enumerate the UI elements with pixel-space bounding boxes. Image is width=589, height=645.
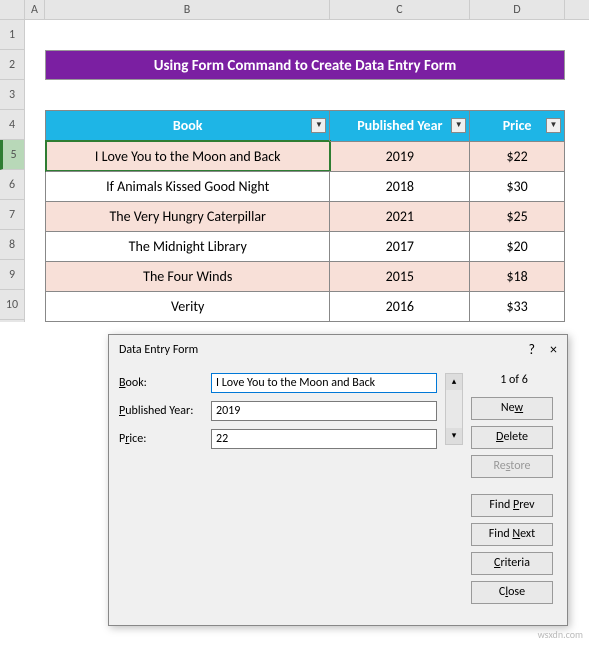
table-row[interactable]: If Animals Kissed Good Night2018$30 xyxy=(46,171,564,201)
table-row[interactable]: The Very Hungry Caterpillar2021$25 xyxy=(46,201,564,231)
corner-cell[interactable] xyxy=(0,0,25,19)
cell-price[interactable]: $30 xyxy=(470,171,564,201)
col-header-b[interactable]: B xyxy=(45,0,330,19)
row-header-8[interactable]: 8 xyxy=(0,230,24,260)
watermark: wsxdn.com xyxy=(538,628,583,641)
th-book[interactable]: Book ▼ xyxy=(46,111,330,141)
dialog-buttons: 1 of 6 New Delete Restore Find Prev Find… xyxy=(471,373,557,610)
row-header-1[interactable]: 1 xyxy=(0,20,24,50)
table-row[interactable]: The Four Winds2015$18 xyxy=(46,261,564,291)
cell-book[interactable]: The Four Winds xyxy=(46,261,330,291)
table-body: I Love You to the Moon and Back2019$22If… xyxy=(46,141,564,321)
cell-book[interactable]: The Midnight Library xyxy=(46,231,330,261)
row-header-4[interactable]: 4 xyxy=(0,110,24,140)
cell-year[interactable]: 2017 xyxy=(330,231,470,261)
label-book: Book: xyxy=(119,376,211,390)
row-header-3[interactable]: 3 xyxy=(0,80,24,110)
input-year[interactable]: 2019 xyxy=(211,401,437,421)
cells-area[interactable]: Using Form Command to Create Data Entry … xyxy=(25,20,589,322)
find-prev-button[interactable]: Find Prev xyxy=(471,494,553,517)
th-book-label: Book xyxy=(173,117,203,134)
help-icon[interactable]: ? xyxy=(529,335,536,365)
cell-book[interactable]: If Animals Kissed Good Night xyxy=(46,171,330,201)
cell-price[interactable]: $20 xyxy=(470,231,564,261)
label-price: Price: xyxy=(119,432,211,446)
input-book[interactable]: I Love You to the Moon and Back xyxy=(211,373,437,393)
delete-button[interactable]: Delete xyxy=(471,426,553,449)
cell-year[interactable]: 2018 xyxy=(330,171,470,201)
column-headers: A B C D xyxy=(0,0,589,20)
row-header-10[interactable]: 10 xyxy=(0,290,24,320)
col-header-c[interactable]: C xyxy=(330,0,470,19)
close-button[interactable]: Close xyxy=(471,581,553,604)
col-header-d[interactable]: D xyxy=(470,0,565,19)
criteria-button[interactable]: Criteria xyxy=(471,552,553,575)
restore-button: Restore xyxy=(471,455,553,478)
th-year[interactable]: Published Year ▼ xyxy=(330,111,470,141)
table-row[interactable]: I Love You to the Moon and Back2019$22 xyxy=(46,141,564,171)
data-entry-form-dialog: Data Entry Form ? × Book: I Love You to … xyxy=(108,334,568,626)
row-header-6[interactable]: 6 xyxy=(0,170,24,200)
dialog-titlebar[interactable]: Data Entry Form ? × xyxy=(109,335,567,365)
new-button[interactable]: New xyxy=(471,397,553,420)
cell-year[interactable]: 2019 xyxy=(330,141,470,171)
cell-price[interactable]: $18 xyxy=(470,261,564,291)
cell-book[interactable]: I Love You to the Moon and Back xyxy=(46,141,330,171)
col-header-a[interactable]: A xyxy=(25,0,45,19)
th-price-label: Price xyxy=(503,117,532,134)
table-header: Book ▼ Published Year ▼ Price ▼ xyxy=(46,111,564,141)
cell-price[interactable]: $33 xyxy=(470,291,564,321)
row-header-7[interactable]: 7 xyxy=(0,200,24,230)
row-header-9[interactable]: 9 xyxy=(0,260,24,290)
find-next-button[interactable]: Find Next xyxy=(471,523,553,546)
page-title: Using Form Command to Create Data Entry … xyxy=(45,50,565,80)
row-header-2[interactable]: 2 xyxy=(0,50,24,80)
cell-book[interactable]: The Very Hungry Caterpillar xyxy=(46,201,330,231)
record-counter: 1 of 6 xyxy=(471,373,557,387)
cell-year[interactable]: 2021 xyxy=(330,201,470,231)
dialog-scrollbar[interactable]: ▴ ▾ xyxy=(445,373,463,445)
input-price[interactable]: 22 xyxy=(211,429,437,449)
th-year-label: Published Year xyxy=(357,117,442,134)
scroll-down-icon[interactable]: ▾ xyxy=(446,428,462,444)
th-price[interactable]: Price ▼ xyxy=(470,111,564,141)
cell-book[interactable]: Verity xyxy=(46,291,330,321)
table-row[interactable]: The Midnight Library2017$20 xyxy=(46,231,564,261)
cell-price[interactable]: $22 xyxy=(470,141,564,171)
filter-icon[interactable]: ▼ xyxy=(451,118,466,133)
close-icon[interactable]: × xyxy=(550,335,557,365)
filter-icon[interactable]: ▼ xyxy=(311,118,326,133)
cell-year[interactable]: 2015 xyxy=(330,261,470,291)
row-header-5[interactable]: 5 xyxy=(0,140,24,170)
dialog-fields: Book: I Love You to the Moon and Back Pu… xyxy=(119,373,437,610)
spreadsheet: A B C D 1 2 3 4 5 6 7 8 9 10 Using Form … xyxy=(0,0,589,322)
cell-price[interactable]: $25 xyxy=(470,201,564,231)
scroll-up-icon[interactable]: ▴ xyxy=(446,374,462,390)
row-headers: 1 2 3 4 5 6 7 8 9 10 xyxy=(0,20,25,322)
cell-year[interactable]: 2016 xyxy=(330,291,470,321)
label-year: Published Year: xyxy=(119,404,211,418)
dialog-title: Data Entry Form xyxy=(119,335,198,365)
filter-icon[interactable]: ▼ xyxy=(546,118,561,133)
table-row[interactable]: Verity2016$33 xyxy=(46,291,564,321)
